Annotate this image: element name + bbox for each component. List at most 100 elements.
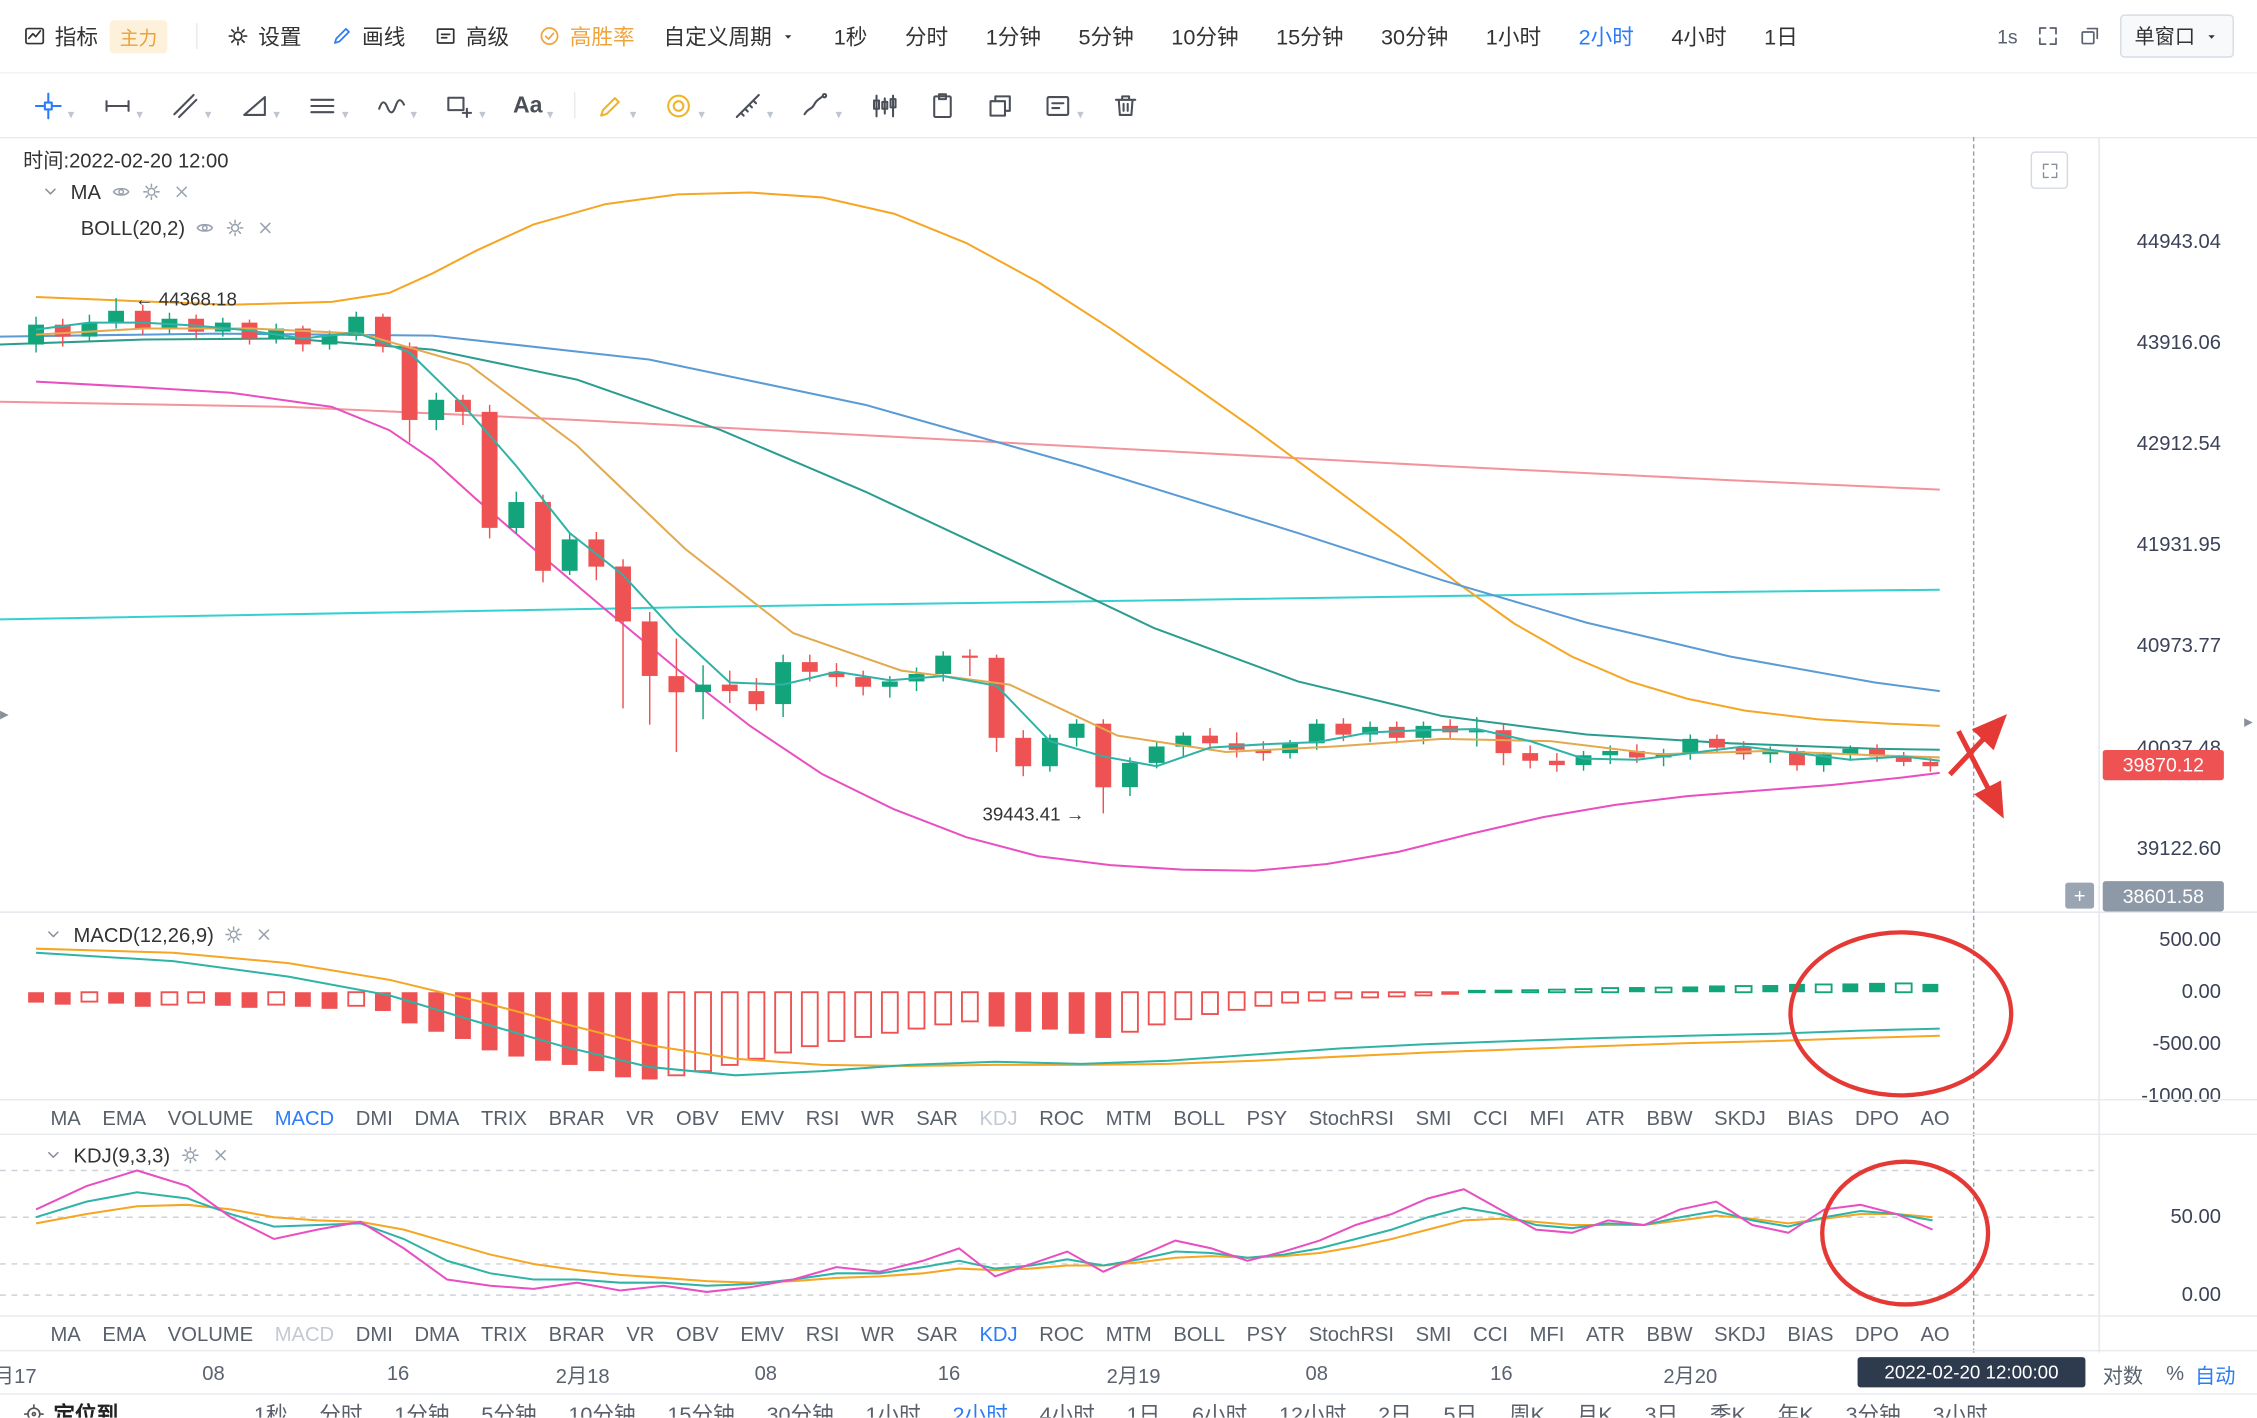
indicator-tab-ma[interactable]: MA bbox=[50, 1105, 81, 1129]
trend-line-tool[interactable]: ▾ bbox=[163, 86, 219, 125]
gear-icon[interactable] bbox=[180, 1145, 200, 1165]
chevron-down-icon[interactable] bbox=[43, 924, 63, 944]
indicator-tab-trix[interactable]: TRIX bbox=[480, 1105, 527, 1129]
ruler-tool[interactable]: ▾ bbox=[725, 86, 781, 125]
price-axis[interactable]: 39870.12 + 38601.58 44943.04 43916.06 4291… bbox=[2065, 137, 2257, 1353]
period-15分钟[interactable]: 15分钟 bbox=[667, 1403, 735, 1418]
indicator-tab-volume[interactable]: VOLUME bbox=[167, 1105, 254, 1129]
indicator-tab-kdj[interactable]: KDJ bbox=[979, 1321, 1018, 1345]
wave-tool[interactable]: ▾ bbox=[369, 86, 425, 125]
note-tool[interactable]: ▾ bbox=[1035, 86, 1091, 125]
period-年K[interactable]: 年K bbox=[1777, 1403, 1814, 1418]
period-月K[interactable]: 月K bbox=[1576, 1403, 1613, 1418]
indicator-tab-volume[interactable]: VOLUME bbox=[167, 1321, 254, 1345]
indicator-tab-sar[interactable]: SAR bbox=[916, 1105, 958, 1129]
indicator-tab-skdj[interactable]: SKDJ bbox=[1714, 1105, 1766, 1129]
timeframe-15分钟[interactable]: 15分钟 bbox=[1276, 25, 1344, 50]
gear-icon[interactable] bbox=[224, 924, 244, 944]
period-1小时[interactable]: 1小时 bbox=[865, 1403, 921, 1418]
panel-expand-button[interactable] bbox=[2030, 151, 2069, 189]
timeframe-5分钟[interactable]: 5分钟 bbox=[1078, 25, 1134, 50]
timeframe-2小时[interactable]: 2小时 bbox=[1578, 25, 1634, 50]
win-rate-button[interactable]: 高胜率 bbox=[538, 21, 635, 51]
log-scale-option[interactable]: 对数 bbox=[2102, 1364, 2144, 1388]
left-panel-handle[interactable]: ▸ bbox=[0, 703, 9, 724]
indicator-tab-vr[interactable]: VR bbox=[626, 1105, 655, 1129]
main-candlestick-chart[interactable]: ← 44368.18 39443.41 → bbox=[0, 137, 2098, 911]
timeframe-1秒[interactable]: 1秒 bbox=[833, 25, 868, 50]
indicator-tab-atr[interactable]: ATR bbox=[1585, 1321, 1625, 1345]
indicator-tab-psy[interactable]: PSY bbox=[1246, 1105, 1288, 1129]
indicator-tab-roc[interactable]: ROC bbox=[1039, 1105, 1085, 1129]
period-周K[interactable]: 周K bbox=[1508, 1403, 1545, 1418]
timeframe-30分钟[interactable]: 30分钟 bbox=[1380, 25, 1449, 50]
indicator-tab-bbw[interactable]: BBW bbox=[1646, 1105, 1693, 1129]
period-季K[interactable]: 季K bbox=[1709, 1403, 1746, 1418]
timeframe-1分钟[interactable]: 1分钟 bbox=[985, 25, 1041, 50]
main-force-badge[interactable]: 主力 bbox=[109, 19, 168, 53]
indicator-tab-dmi[interactable]: DMI bbox=[355, 1321, 393, 1345]
period-5日[interactable]: 5日 bbox=[1443, 1403, 1478, 1418]
draw-line-button[interactable]: 画线 bbox=[330, 21, 405, 51]
indicator-tab-obv[interactable]: OBV bbox=[676, 1321, 719, 1345]
indicator-tab-bias[interactable]: BIAS bbox=[1787, 1105, 1834, 1129]
period-3小时[interactable]: 3小时 bbox=[1932, 1403, 1988, 1418]
highlighter-tool[interactable]: ▾ bbox=[588, 86, 644, 125]
kdj-panel[interactable] bbox=[0, 1139, 2099, 1312]
timeframe-分时[interactable]: 分时 bbox=[904, 25, 949, 50]
indicator-button[interactable]: 指标 bbox=[23, 21, 98, 51]
period-3日[interactable]: 3日 bbox=[1644, 1403, 1679, 1418]
indicator-tab-trix[interactable]: TRIX bbox=[480, 1321, 527, 1345]
gear-icon[interactable] bbox=[141, 182, 161, 202]
indicator-tab-cci[interactable]: CCI bbox=[1473, 1105, 1508, 1129]
golden-ratio-tool[interactable]: ▾ bbox=[657, 86, 713, 125]
close-icon[interactable] bbox=[172, 182, 192, 202]
indicator-tab-rsi[interactable]: RSI bbox=[805, 1105, 840, 1129]
period-10分钟[interactable]: 10分钟 bbox=[568, 1403, 636, 1418]
advanced-button[interactable]: 高级 bbox=[434, 21, 509, 51]
indicator-tab-mtm[interactable]: MTM bbox=[1105, 1105, 1152, 1129]
indicator-tab-ao[interactable]: AO bbox=[1920, 1321, 1950, 1345]
indicator-tab-roc[interactable]: ROC bbox=[1039, 1321, 1085, 1345]
auto-scale-option[interactable]: 自动 bbox=[2195, 1364, 2236, 1388]
rectangle-tool[interactable]: ▾ bbox=[437, 86, 493, 125]
eye-icon[interactable] bbox=[195, 218, 215, 238]
indicator-tab-macd[interactable]: MACD bbox=[274, 1105, 335, 1129]
indicator-tab-macd[interactable]: MACD bbox=[274, 1321, 335, 1345]
indicator-tab-dmi[interactable]: DMI bbox=[355, 1105, 393, 1129]
delete-tool[interactable] bbox=[1104, 86, 1149, 125]
period-6小时[interactable]: 6小时 bbox=[1191, 1403, 1248, 1418]
indicator-tab-cci[interactable]: CCI bbox=[1473, 1321, 1508, 1345]
indicator-tab-rsi[interactable]: RSI bbox=[805, 1321, 840, 1345]
custom-period-button[interactable]: 自定义周期 bbox=[664, 21, 797, 51]
period-1秒[interactable]: 1秒 bbox=[253, 1403, 288, 1418]
indicator-tab-smi[interactable]: SMI bbox=[1415, 1105, 1452, 1129]
add-indicator-button[interactable]: + bbox=[2065, 882, 2095, 909]
right-panel-handle[interactable]: ▸ bbox=[2244, 711, 2253, 732]
period-3分钟[interactable]: 3分钟 bbox=[1845, 1403, 1901, 1418]
close-icon[interactable] bbox=[254, 924, 274, 944]
indicator-tab-sar[interactable]: SAR bbox=[916, 1321, 958, 1345]
period-2日[interactable]: 2日 bbox=[1378, 1403, 1412, 1418]
window-mode-select[interactable]: 单窗口 bbox=[2120, 14, 2234, 58]
indicator-tab-dma[interactable]: DMA bbox=[414, 1321, 460, 1345]
copy-tool[interactable] bbox=[978, 86, 1023, 125]
clipboard-tool[interactable] bbox=[920, 86, 965, 125]
indicator-tab-emv[interactable]: EMV bbox=[740, 1105, 785, 1129]
indicator-tab-psy[interactable]: PSY bbox=[1246, 1321, 1288, 1345]
indicator-tab-dpo[interactable]: DPO bbox=[1855, 1321, 1899, 1345]
indicator-tab-brar[interactable]: BRAR bbox=[548, 1321, 605, 1345]
indicator-tab-emv[interactable]: EMV bbox=[740, 1321, 785, 1345]
timeframe-10分钟[interactable]: 10分钟 bbox=[1171, 25, 1239, 50]
indicator-tab-wr[interactable]: WR bbox=[861, 1105, 895, 1129]
segment-tool[interactable]: ▾ bbox=[95, 86, 151, 125]
parallel-lines-tool[interactable]: ▾ bbox=[300, 86, 356, 125]
indicator-tab-ao[interactable]: AO bbox=[1920, 1105, 1950, 1129]
indicator-tab-boll[interactable]: BOLL bbox=[1173, 1321, 1226, 1345]
timeframe-1小时[interactable]: 1小时 bbox=[1485, 25, 1542, 50]
indicator-tab-stochrsi[interactable]: StochRSI bbox=[1308, 1321, 1394, 1345]
period-分时[interactable]: 分时 bbox=[319, 1403, 363, 1418]
indicator-tab-skdj[interactable]: SKDJ bbox=[1714, 1321, 1766, 1345]
percent-scale-option[interactable]: % bbox=[2166, 1361, 2185, 1385]
close-icon[interactable] bbox=[210, 1145, 230, 1165]
